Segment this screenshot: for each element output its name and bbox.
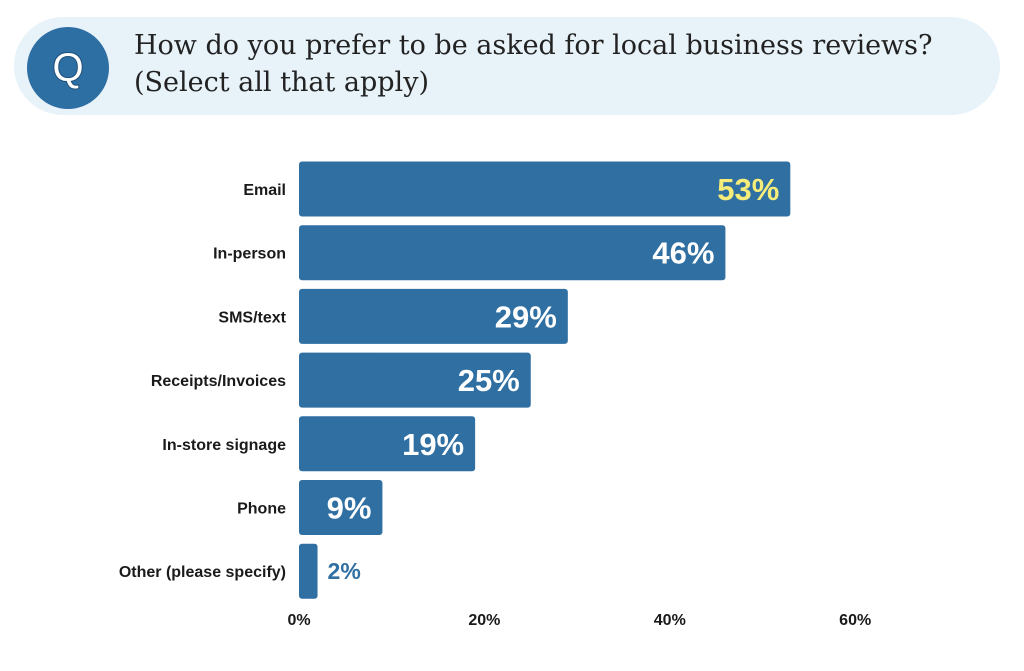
- value-label: 9%: [327, 491, 372, 526]
- bar: [299, 480, 383, 535]
- question-badge-letter: Q: [52, 46, 83, 90]
- bar: [299, 161, 791, 217]
- x-tick-label: 40%: [654, 612, 686, 629]
- value-label: 19%: [402, 427, 464, 462]
- bar: [299, 288, 568, 344]
- value-label: 29%: [495, 299, 557, 334]
- x-tick-label: 0%: [287, 612, 310, 629]
- bar: [299, 543, 318, 599]
- value-label: 53%: [717, 172, 779, 207]
- value-label: 2%: [328, 558, 361, 584]
- bar: [299, 416, 476, 472]
- category-label: Email: [243, 182, 286, 199]
- bar: [299, 352, 531, 408]
- x-tick-label: 20%: [468, 612, 500, 629]
- value-label: 46%: [652, 236, 714, 271]
- question-text: How do you prefer to be asked for local …: [134, 30, 933, 98]
- x-tick-label: 60%: [839, 612, 871, 629]
- question-badge: Q: [27, 27, 109, 109]
- category-label: SMS/text: [218, 309, 286, 326]
- bar: [299, 225, 726, 281]
- value-label: 25%: [458, 363, 520, 398]
- category-label: Other (please specify): [119, 564, 286, 581]
- category-label: Phone: [237, 501, 286, 518]
- question-banner: [14, 17, 1000, 115]
- question-q-icon: Q: [51, 45, 84, 91]
- category-label: Receipts/Invoices: [151, 373, 286, 390]
- category-label: In-store signage: [162, 437, 286, 454]
- category-label: In-person: [213, 246, 286, 263]
